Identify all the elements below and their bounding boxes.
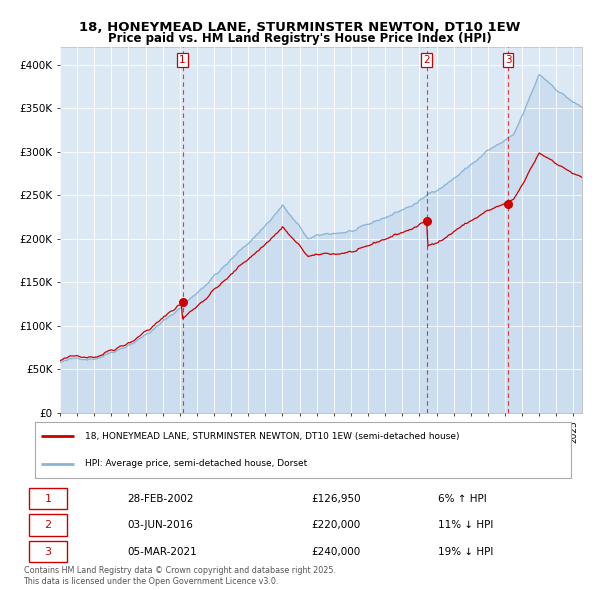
Text: 18, HONEYMEAD LANE, STURMINSTER NEWTON, DT10 1EW: 18, HONEYMEAD LANE, STURMINSTER NEWTON, … [79,21,521,34]
FancyBboxPatch shape [29,514,67,536]
Text: Contains HM Land Registry data © Crown copyright and database right 2025.
This d: Contains HM Land Registry data © Crown c… [23,566,335,586]
FancyBboxPatch shape [35,422,571,478]
Text: £240,000: £240,000 [311,546,361,556]
Text: 19% ↓ HPI: 19% ↓ HPI [438,546,494,556]
Text: Price paid vs. HM Land Registry's House Price Index (HPI): Price paid vs. HM Land Registry's House … [108,32,492,45]
Text: 28-FEB-2002: 28-FEB-2002 [127,494,194,504]
Text: 2: 2 [423,55,430,65]
Text: 03-JUN-2016: 03-JUN-2016 [127,520,193,530]
Text: £126,950: £126,950 [311,494,361,504]
Text: 2: 2 [44,520,52,530]
Text: 1: 1 [44,494,52,504]
Text: 18, HONEYMEAD LANE, STURMINSTER NEWTON, DT10 1EW (semi-detached house): 18, HONEYMEAD LANE, STURMINSTER NEWTON, … [85,432,459,441]
Text: 3: 3 [505,55,511,65]
Text: 05-MAR-2021: 05-MAR-2021 [127,546,197,556]
FancyBboxPatch shape [29,541,67,562]
Text: 11% ↓ HPI: 11% ↓ HPI [438,520,494,530]
Text: 3: 3 [44,546,52,556]
Text: HPI: Average price, semi-detached house, Dorset: HPI: Average price, semi-detached house,… [85,459,307,468]
Text: 1: 1 [179,55,186,65]
Text: 6% ↑ HPI: 6% ↑ HPI [438,494,487,504]
FancyBboxPatch shape [29,488,67,509]
Text: £220,000: £220,000 [311,520,361,530]
